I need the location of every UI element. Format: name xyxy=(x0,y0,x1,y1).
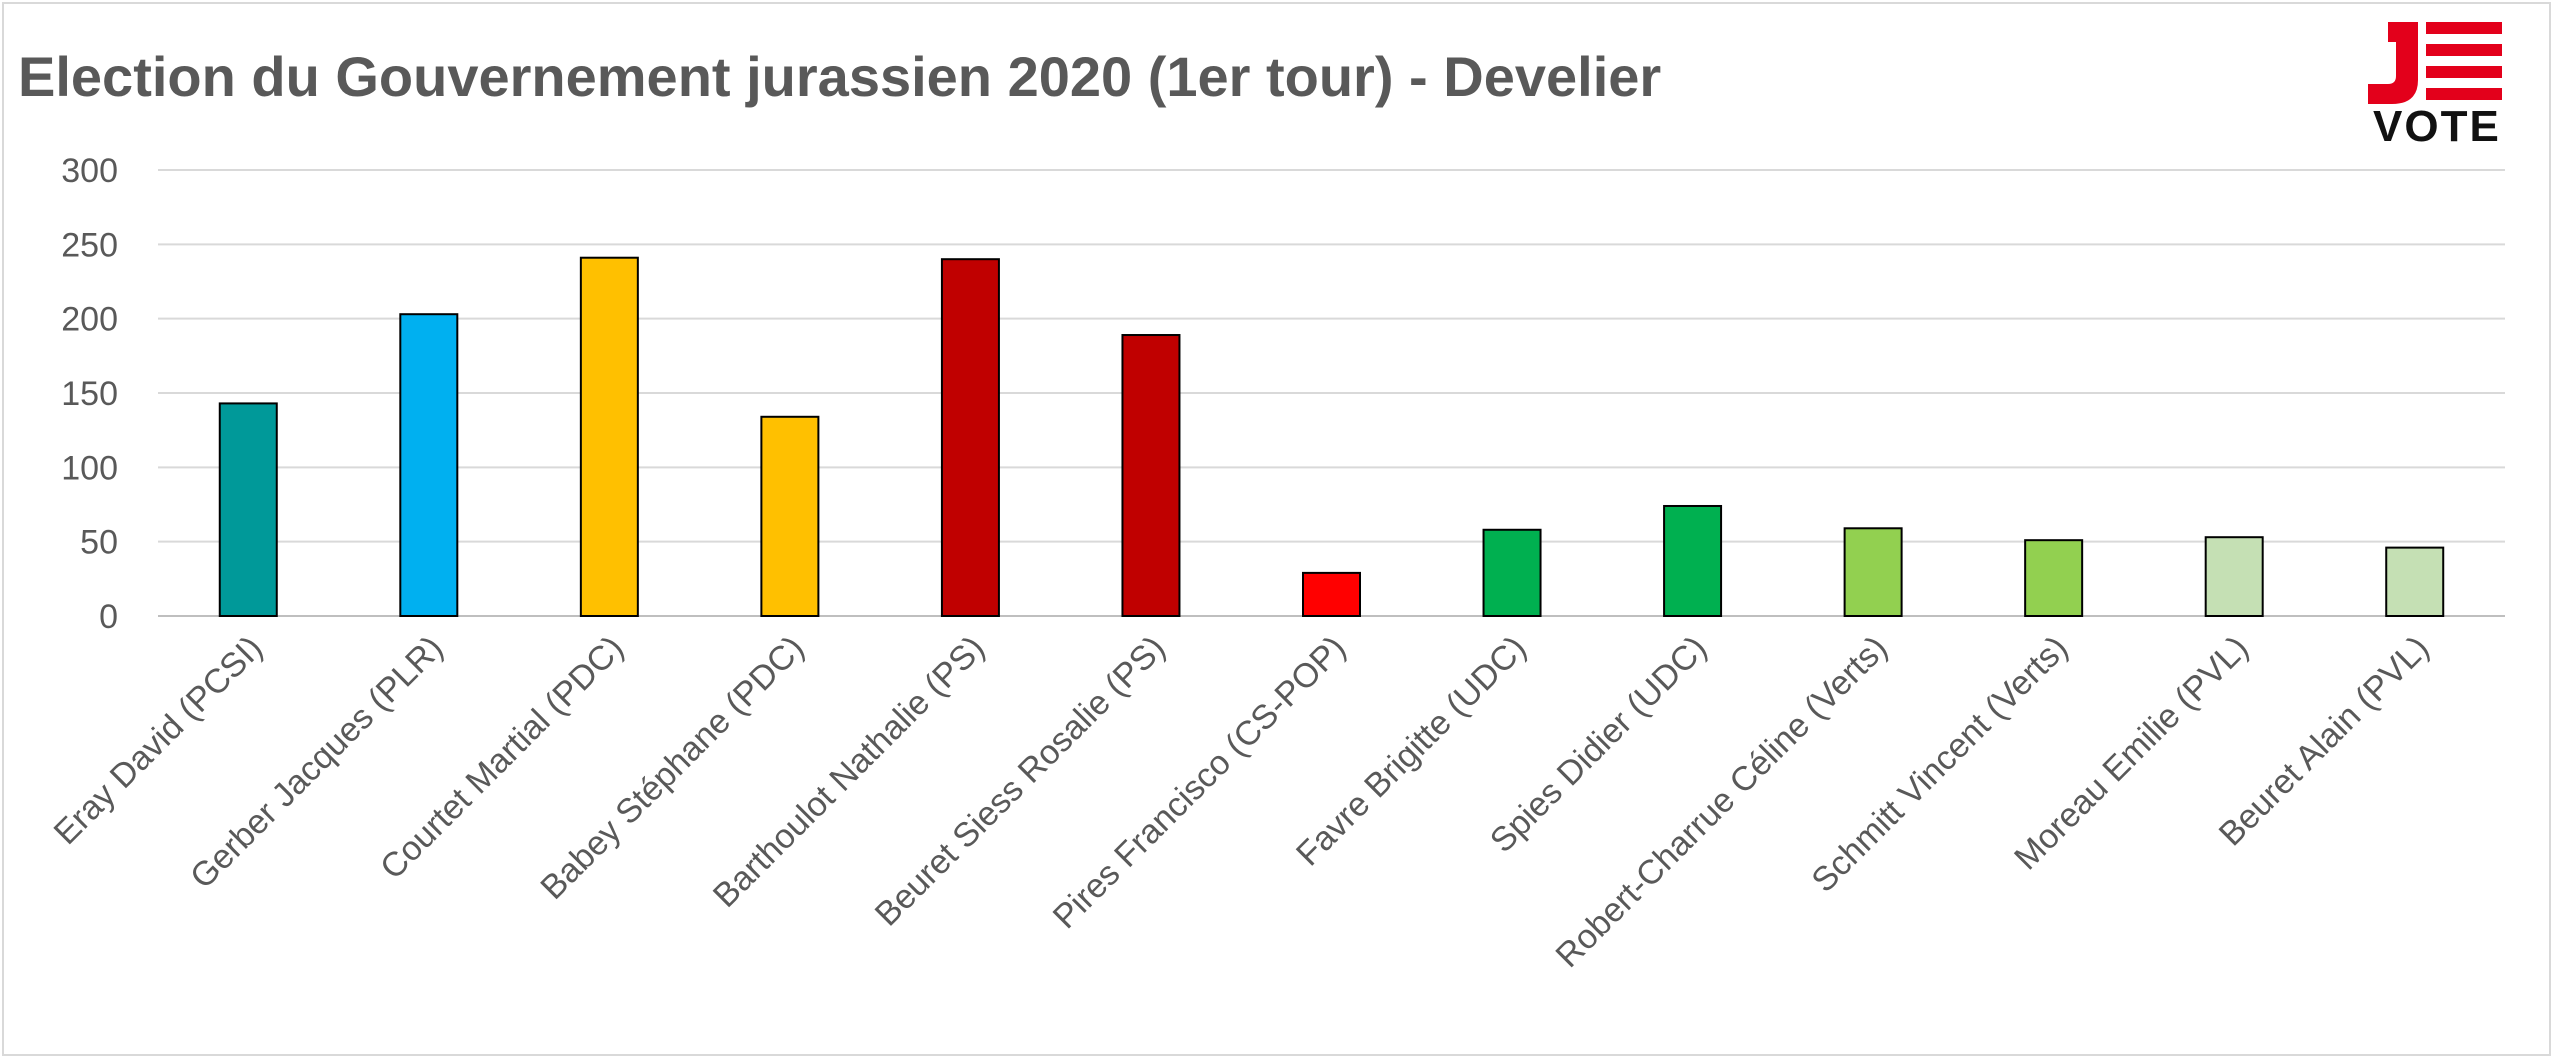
bar xyxy=(1302,571,1361,617)
bar xyxy=(1843,527,1903,618)
bar xyxy=(2024,539,2084,617)
bar xyxy=(579,256,639,617)
x-axis-labels: Eray David (PCSI)Gerber Jacques (PLR)Cou… xyxy=(47,629,2437,975)
bar xyxy=(1663,504,1723,617)
y-tick-label: 50 xyxy=(80,524,118,562)
logo-e-stripe-3 xyxy=(2426,66,2502,78)
logo-e-stripe-4 xyxy=(2426,88,2502,100)
y-tick-label: 300 xyxy=(61,152,118,190)
logo-j-shape xyxy=(2368,22,2418,104)
bar xyxy=(218,402,278,618)
y-tick-label: 100 xyxy=(61,449,118,487)
bar xyxy=(2204,536,2264,617)
bar xyxy=(1482,528,1542,617)
bar xyxy=(2385,546,2445,618)
y-tick-label: 150 xyxy=(61,375,118,413)
y-tick-label: 200 xyxy=(61,301,118,339)
logo-e-stripe-2 xyxy=(2426,44,2502,56)
y-tick-label: 250 xyxy=(61,226,118,264)
bar xyxy=(760,415,820,617)
x-category-label: Pires Francisco (CS-POP) xyxy=(1046,629,1353,936)
je-vote-logo xyxy=(2368,22,2502,104)
bar xyxy=(1121,334,1181,617)
y-axis-ticks: 0 50 100 150 200 250 300 xyxy=(61,152,118,636)
bar xyxy=(940,258,1000,617)
chart-title: Election du Gouvernement jurassien 2020 … xyxy=(18,45,1662,108)
y-tick-label: 0 xyxy=(99,598,118,636)
bars xyxy=(218,256,2445,618)
logo-vote-text: VOTE xyxy=(2373,102,2501,151)
x-category-label: Robert-Charrue Céline (Verts) xyxy=(1549,629,1895,975)
x-category-label: Beuret Siess Rosalie (PS) xyxy=(868,629,1173,934)
bar xyxy=(399,313,459,617)
logo-e-stripe-1 xyxy=(2426,22,2502,34)
gridlines xyxy=(158,169,2505,617)
